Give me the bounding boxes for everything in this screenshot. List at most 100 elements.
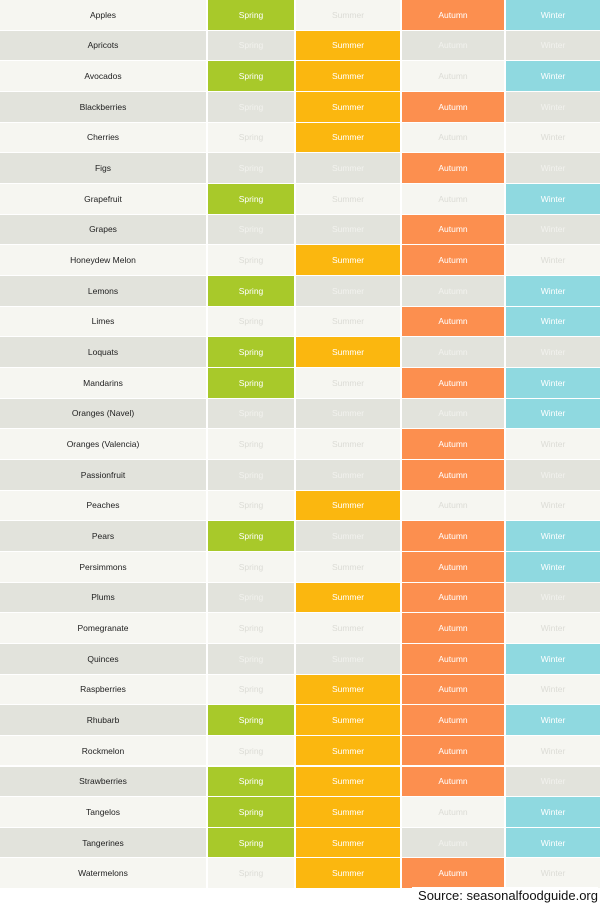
fruit-name: Grapes [0, 214, 208, 246]
spring-cell: Spring [208, 643, 296, 675]
table-row: Apples Spring Summer Autumn Winter [0, 0, 600, 31]
table-row: Apricots Spring Summer Autumn Winter [0, 30, 600, 62]
summer-cell: Summer [296, 0, 402, 31]
table-row: Strawberries Spring Summer Autumn Winter [0, 766, 600, 798]
table-row: Rhubarb Spring Summer Autumn Winter [0, 705, 600, 736]
spring-cell: Spring [208, 183, 296, 215]
spring-cell: Spring [208, 613, 296, 644]
table-row: Lemons Spring Summer Autumn Winter [0, 275, 600, 307]
winter-cell: Winter [506, 61, 600, 92]
winter-cell: Winter [506, 735, 600, 767]
table-row: Pears Spring Summer Autumn Winter [0, 521, 600, 552]
summer-cell: Summer [296, 275, 402, 307]
summer-cell: Summer [296, 122, 402, 154]
spring-cell: Spring [208, 398, 296, 430]
autumn-cell: Autumn [402, 91, 506, 123]
summer-cell: Summer [296, 582, 402, 614]
fruit-name: Apricots [0, 30, 208, 62]
autumn-cell: Autumn [402, 858, 506, 890]
spring-cell: Spring [208, 214, 296, 246]
fruit-name: Grapefruit [0, 183, 208, 215]
spring-cell: Spring [208, 153, 296, 184]
winter-cell: Winter [506, 582, 600, 614]
autumn-cell: Autumn [402, 183, 506, 215]
autumn-cell: Autumn [402, 30, 506, 62]
autumn-cell: Autumn [402, 214, 506, 246]
autumn-cell: Autumn [402, 766, 506, 798]
summer-cell: Summer [296, 459, 402, 491]
fruit-name: Rhubarb [0, 705, 208, 736]
summer-cell: Summer [296, 306, 402, 338]
table-row: Cherries Spring Summer Autumn Winter [0, 122, 600, 154]
summer-cell: Summer [296, 735, 402, 767]
fruit-name: Blackberries [0, 91, 208, 123]
winter-cell: Winter [506, 275, 600, 307]
fruit-name: Figs [0, 153, 208, 184]
fruit-name: Raspberries [0, 674, 208, 706]
summer-cell: Summer [296, 521, 402, 552]
fruit-name: Tangelos [0, 797, 208, 828]
autumn-cell: Autumn [402, 490, 506, 522]
spring-cell: Spring [208, 61, 296, 92]
summer-cell: Summer [296, 30, 402, 62]
fruit-name: Watermelons [0, 858, 208, 890]
autumn-cell: Autumn [402, 705, 506, 736]
fruit-name: Strawberries [0, 766, 208, 798]
autumn-cell: Autumn [402, 153, 506, 184]
spring-cell: Spring [208, 674, 296, 706]
spring-cell: Spring [208, 582, 296, 614]
spring-cell: Spring [208, 367, 296, 399]
winter-cell: Winter [506, 521, 600, 552]
spring-cell: Spring [208, 705, 296, 736]
fruit-name: Avocados [0, 61, 208, 92]
winter-cell: Winter [506, 91, 600, 123]
summer-cell: Summer [296, 153, 402, 184]
summer-cell: Summer [296, 367, 402, 399]
table-row: Plums Spring Summer Autumn Winter [0, 582, 600, 614]
fruit-name: Limes [0, 306, 208, 338]
autumn-cell: Autumn [402, 429, 506, 460]
winter-cell: Winter [506, 183, 600, 215]
table-row: Loquats Spring Summer Autumn Winter [0, 337, 600, 368]
table-row: Tangelos Spring Summer Autumn Winter [0, 797, 600, 828]
fruit-name: Plums [0, 582, 208, 614]
spring-cell: Spring [208, 827, 296, 859]
autumn-cell: Autumn [402, 459, 506, 491]
fruit-name: Cherries [0, 122, 208, 154]
winter-cell: Winter [506, 306, 600, 338]
summer-cell: Summer [296, 766, 402, 798]
winter-cell: Winter [506, 613, 600, 644]
summer-cell: Summer [296, 91, 402, 123]
table-row: Rockmelon Spring Summer Autumn Winter [0, 735, 600, 767]
autumn-cell: Autumn [402, 735, 506, 767]
summer-cell: Summer [296, 674, 402, 706]
summer-cell: Summer [296, 827, 402, 859]
spring-cell: Spring [208, 275, 296, 307]
autumn-cell: Autumn [402, 398, 506, 430]
summer-cell: Summer [296, 398, 402, 430]
autumn-cell: Autumn [402, 245, 506, 276]
summer-cell: Summer [296, 337, 402, 368]
table-row: Tangerines Spring Summer Autumn Winter [0, 827, 600, 859]
fruit-name: Pears [0, 521, 208, 552]
fruit-name: Persimmons [0, 551, 208, 583]
autumn-cell: Autumn [402, 551, 506, 583]
autumn-cell: Autumn [402, 61, 506, 92]
table-row: Grapes Spring Summer Autumn Winter [0, 214, 600, 246]
spring-cell: Spring [208, 122, 296, 154]
winter-cell: Winter [506, 797, 600, 828]
summer-cell: Summer [296, 797, 402, 828]
winter-cell: Winter [506, 827, 600, 859]
autumn-cell: Autumn [402, 582, 506, 614]
fruit-name: Honeydew Melon [0, 245, 208, 276]
fruit-name: Peaches [0, 490, 208, 522]
winter-cell: Winter [506, 367, 600, 399]
fruit-name: Oranges (Navel) [0, 398, 208, 430]
spring-cell: Spring [208, 30, 296, 62]
summer-cell: Summer [296, 61, 402, 92]
table-row: Grapefruit Spring Summer Autumn Winter [0, 183, 600, 215]
autumn-cell: Autumn [402, 367, 506, 399]
table-row: Honeydew Melon Spring Summer Autumn Winter [0, 245, 600, 276]
spring-cell: Spring [208, 490, 296, 522]
autumn-cell: Autumn [402, 337, 506, 368]
